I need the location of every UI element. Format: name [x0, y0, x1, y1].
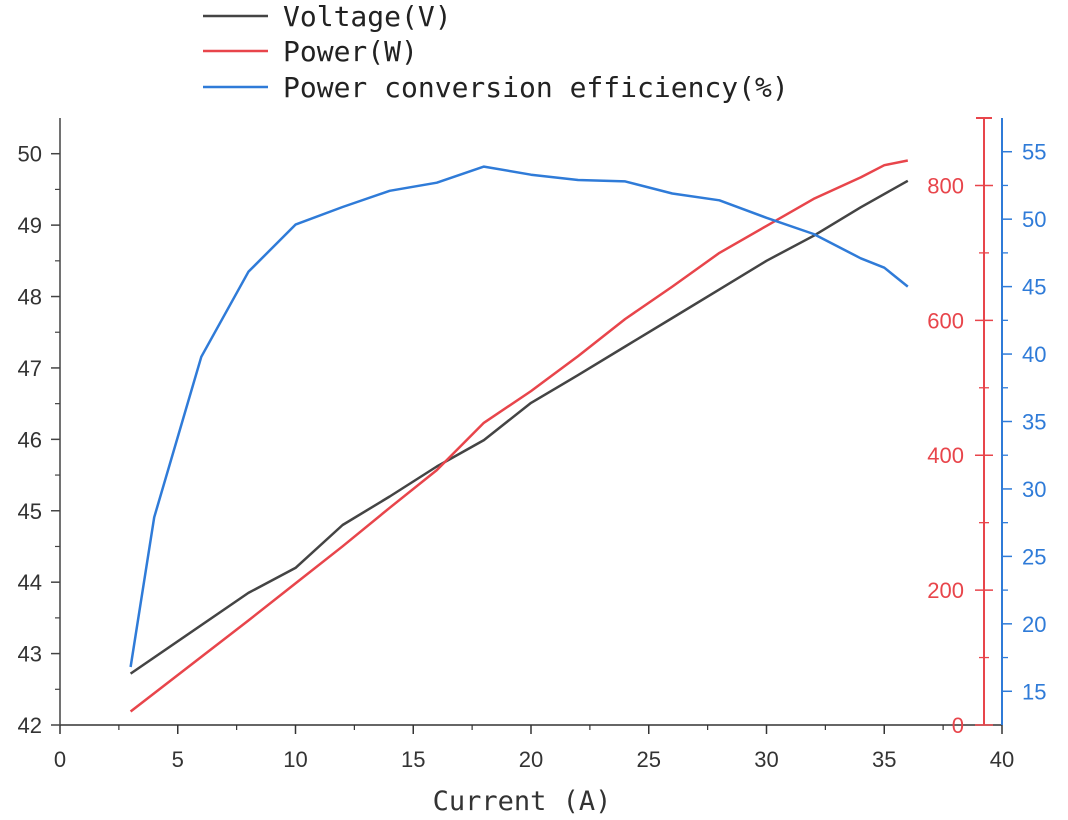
plot-lines: [129, 159, 909, 713]
x-tick-label: 20: [519, 747, 543, 772]
legend-label-voltage: Voltage(V): [283, 0, 452, 33]
voltage-tick-label: 43: [18, 642, 42, 667]
x-tick-label: 5: [172, 747, 184, 772]
efficiency-tick-label: 55: [1022, 140, 1046, 165]
x-tick-label: 10: [283, 747, 307, 772]
power-tick-label: 800: [927, 173, 964, 198]
legend-label-power: Power(W): [283, 35, 418, 68]
voltage-tick-label: 49: [18, 213, 42, 238]
efficiency-tick-label: 35: [1022, 410, 1046, 435]
legend-label-efficiency: Power conversion efficiency(%): [283, 71, 789, 104]
x-axis-label: Current (A): [433, 786, 612, 817]
efficiency-tick-label: 50: [1022, 207, 1046, 232]
voltage-tick-label: 44: [18, 570, 42, 595]
efficiency-tick-label: 45: [1022, 275, 1046, 300]
efficiency-tick-label: 30: [1022, 477, 1046, 502]
efficiency-tick-label: 20: [1022, 612, 1046, 637]
efficiency-tick-label: 40: [1022, 342, 1046, 367]
x-tick-label: 30: [754, 747, 778, 772]
x-tick-label: 0: [54, 747, 66, 772]
axes: 0 5 10 15 20 25 30 35 40 42 43 44 45 46 47 48 49 50 0 200 40…: [18, 117, 1046, 772]
power-tick-label: 200: [927, 578, 964, 603]
voltage-tick-label: 46: [18, 427, 42, 452]
x-tick-label: 35: [872, 747, 896, 772]
x-tick-label: 40: [990, 747, 1014, 772]
series-line-efficiency: [129, 165, 909, 668]
voltage-tick-label: 42: [18, 713, 42, 738]
voltage-tick-label: 50: [18, 142, 42, 167]
power-tick-label: 0: [952, 713, 964, 738]
voltage-tick-label: 45: [18, 499, 42, 524]
efficiency-tick-label: 25: [1022, 544, 1046, 569]
series-line-power: [129, 159, 909, 713]
voltage-tick-label: 48: [18, 285, 42, 310]
legend: Voltage(V)Power(W)Power conversion effic…: [203, 0, 789, 104]
x-tick-label: 25: [637, 747, 661, 772]
efficiency-tick-label: 15: [1022, 679, 1046, 704]
power-tick-label: 600: [927, 308, 964, 333]
series-line-voltage: [129, 179, 909, 675]
power-tick-label: 400: [927, 443, 964, 468]
voltage-tick-label: 47: [18, 356, 42, 381]
x-tick-label: 15: [401, 747, 425, 772]
